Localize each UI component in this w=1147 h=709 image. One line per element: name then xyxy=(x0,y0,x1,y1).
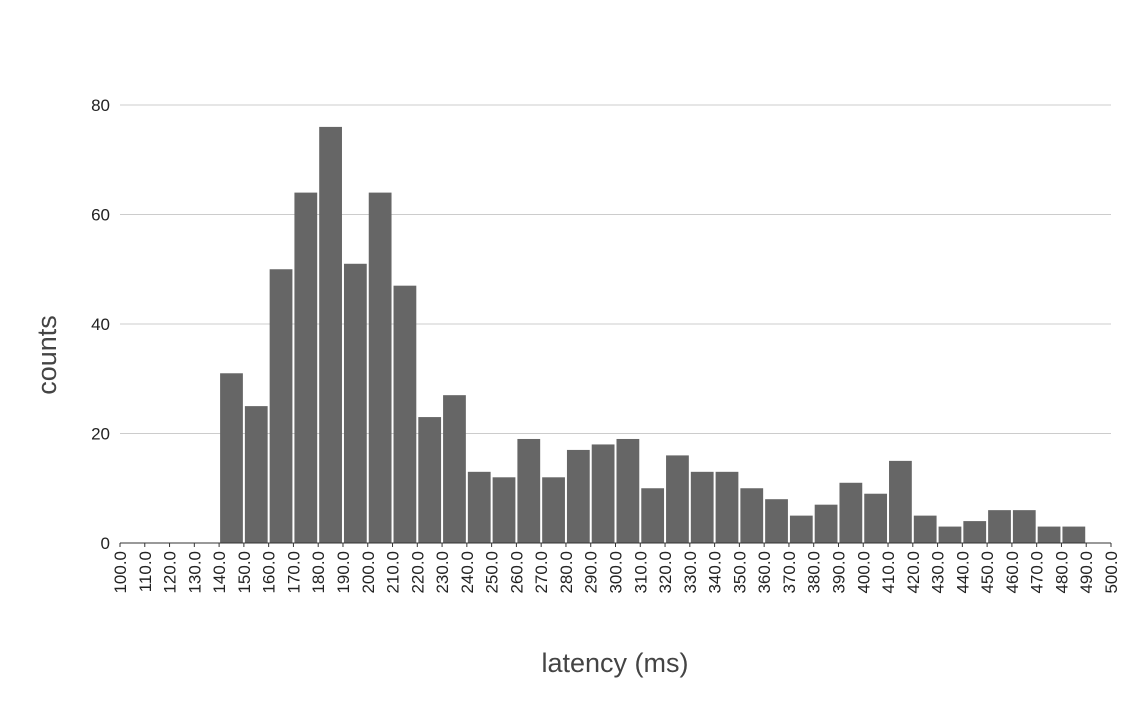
bar xyxy=(566,449,590,543)
bar xyxy=(690,471,714,543)
x-tick-label: 200.0 xyxy=(359,551,378,594)
bar xyxy=(393,285,417,543)
bar xyxy=(740,488,764,543)
x-axis-label: latency (ms) xyxy=(541,648,688,678)
x-tick-label: 370.0 xyxy=(780,551,799,594)
bar xyxy=(789,515,813,543)
bar xyxy=(641,488,665,543)
bar xyxy=(814,504,838,543)
x-tick-label: 300.0 xyxy=(607,551,626,594)
x-tick-label: 400.0 xyxy=(854,551,873,594)
x-tick-label: 290.0 xyxy=(582,551,601,594)
bar xyxy=(492,477,516,543)
x-tick-label: 410.0 xyxy=(879,551,898,594)
bar xyxy=(319,126,342,544)
y-tick-label: 20 xyxy=(91,425,110,444)
bar xyxy=(1037,526,1061,543)
bar xyxy=(839,482,863,543)
x-tick-label: 310.0 xyxy=(631,551,650,594)
x-tick-label: 420.0 xyxy=(904,551,923,594)
x-tick-label: 190.0 xyxy=(334,551,353,594)
bar xyxy=(443,395,466,543)
x-tick-label: 470.0 xyxy=(1028,551,1047,594)
x-tick-label: 160.0 xyxy=(260,551,279,594)
x-tick-label: 270.0 xyxy=(532,551,551,594)
x-tick-label: 140.0 xyxy=(210,551,229,594)
bar xyxy=(1062,526,1086,543)
x-tick-label: 490.0 xyxy=(1077,551,1096,594)
x-tick-label: 500.0 xyxy=(1102,551,1121,594)
bar xyxy=(418,417,442,543)
x-tick-label: 180.0 xyxy=(309,551,328,594)
x-tick-label: 340.0 xyxy=(706,551,725,594)
x-tick-label: 430.0 xyxy=(929,551,948,594)
x-tick-label: 250.0 xyxy=(483,551,502,594)
bar xyxy=(591,444,615,543)
x-tick-label: 170.0 xyxy=(284,551,303,594)
bar xyxy=(715,471,739,543)
x-tick-label: 460.0 xyxy=(1003,551,1022,594)
x-tick-label: 230.0 xyxy=(433,551,452,594)
bar xyxy=(220,373,243,543)
bar xyxy=(269,269,293,543)
x-tick-label: 330.0 xyxy=(681,551,700,594)
x-tick-label: 130.0 xyxy=(185,551,204,594)
y-tick-label: 40 xyxy=(91,315,110,334)
x-tick-label: 210.0 xyxy=(384,551,403,594)
x-tick-label: 150.0 xyxy=(235,551,254,594)
x-tick-label: 440.0 xyxy=(953,551,972,594)
bar xyxy=(913,515,937,543)
x-tick-label: 380.0 xyxy=(805,551,824,594)
bar xyxy=(889,460,912,543)
y-tick-label: 80 xyxy=(91,96,110,115)
x-tick-label: 360.0 xyxy=(755,551,774,594)
x-tick-label: 100.0 xyxy=(111,551,130,594)
bar xyxy=(864,493,888,543)
x-tick-label: 110.0 xyxy=(136,551,155,592)
bar xyxy=(542,477,565,543)
x-tick-label: 120.0 xyxy=(161,551,180,594)
x-tick-label: 390.0 xyxy=(829,551,848,594)
bar xyxy=(765,499,788,543)
bar xyxy=(517,438,541,543)
bar xyxy=(343,263,367,543)
bar xyxy=(244,406,268,543)
x-tick-label: 240.0 xyxy=(458,551,477,594)
bar xyxy=(963,521,987,543)
x-tick-label: 260.0 xyxy=(507,551,526,594)
bar xyxy=(368,192,392,543)
bar xyxy=(294,192,318,543)
x-tick-label: 350.0 xyxy=(730,551,749,594)
y-tick-label: 0 xyxy=(101,534,110,553)
bar xyxy=(666,455,689,543)
x-tick-label: 320.0 xyxy=(656,551,675,594)
x-tick-label: 480.0 xyxy=(1052,551,1071,594)
bar xyxy=(988,510,1011,543)
bar xyxy=(938,526,962,543)
y-tick-label: 60 xyxy=(91,206,110,225)
x-tick-label: 280.0 xyxy=(557,551,576,594)
bar xyxy=(616,438,640,543)
x-tick-label: 220.0 xyxy=(408,551,427,594)
y-axis-label: counts xyxy=(32,315,62,395)
bar xyxy=(1012,510,1036,543)
bar xyxy=(467,471,491,543)
x-tick-label: 450.0 xyxy=(978,551,997,594)
